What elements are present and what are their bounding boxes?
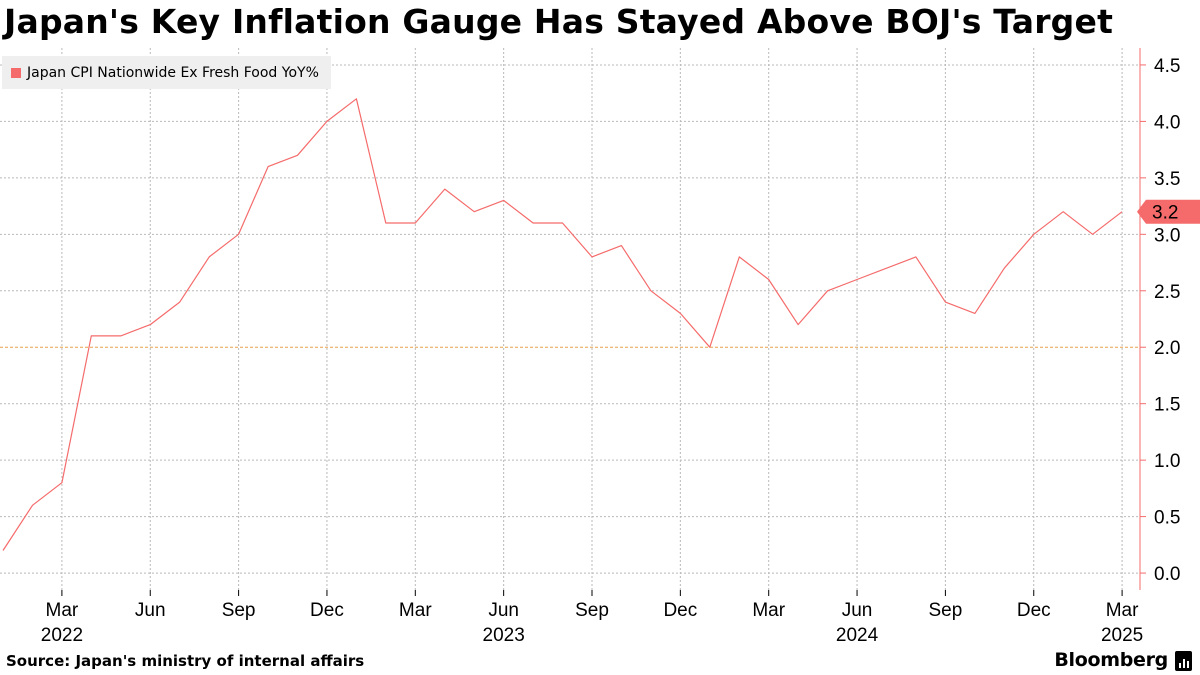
x-tick-label: Jun (842, 600, 873, 621)
last-value-tag (1137, 199, 1200, 224)
y-tick-label: 0.5 (1154, 508, 1180, 529)
data-point (914, 255, 917, 258)
data-point (1062, 210, 1065, 213)
series-line-cpi (2, 98, 1123, 551)
data-point (355, 97, 358, 100)
data-point (1121, 210, 1124, 213)
x-tick-label: Mar (399, 600, 432, 621)
bloomberg-logo: Bloomberg (1054, 649, 1168, 671)
y-tick-label: 4.0 (1154, 112, 1180, 133)
x-year-label: 2022 (41, 625, 83, 646)
data-point (561, 222, 564, 225)
legend-label: Japan CPI Nationwide Ex Fresh Food YoY% (27, 64, 319, 81)
data-point (826, 289, 829, 292)
y-tick-label: 3.5 (1154, 169, 1180, 190)
data-point (591, 255, 594, 258)
x-tick-label: Dec (663, 600, 697, 621)
data-point (325, 120, 328, 123)
data-point (60, 481, 63, 484)
y-tick-label: 2.5 (1154, 282, 1180, 303)
data-point (296, 154, 299, 157)
data-point (649, 289, 652, 292)
x-tick-label: Sep (222, 600, 256, 621)
x-tick-label: Jun (135, 600, 166, 621)
x-tick-label: Mar (46, 600, 79, 621)
x-year-label: 2024 (836, 625, 879, 646)
data-point (384, 222, 387, 225)
data-point (178, 301, 181, 304)
chart-title: Japan's Key Inflation Gauge Has Stayed A… (4, 2, 1114, 41)
x-tick-label: Mar (1106, 600, 1139, 621)
data-point (443, 188, 446, 191)
y-tick-label: 3.0 (1154, 225, 1180, 246)
x-year-label: 2025 (1101, 625, 1143, 646)
data-point (738, 255, 741, 258)
x-tick-label: Mar (752, 600, 785, 621)
x-tick-label: Dec (310, 600, 344, 621)
data-point (414, 222, 417, 225)
data-point (473, 210, 476, 213)
x-year-label: 2023 (483, 625, 525, 646)
y-tick-label: 1.5 (1154, 395, 1180, 416)
y-tick-label: 1.0 (1154, 451, 1180, 472)
x-tick-label: Sep (575, 600, 609, 621)
data-point (885, 267, 888, 270)
data-point (267, 165, 270, 168)
data-point (119, 334, 122, 337)
data-point (1003, 267, 1006, 270)
data-point (2, 549, 5, 552)
chart-legend: Japan CPI Nationwide Ex Fresh Food YoY% (2, 56, 331, 89)
x-tick-label: Sep (928, 600, 962, 621)
data-point (708, 346, 711, 349)
data-point (767, 278, 770, 281)
data-point (1091, 233, 1094, 236)
source-note: Source: Japan's ministry of internal aff… (6, 652, 365, 670)
data-point (90, 334, 93, 337)
data-point (679, 312, 682, 315)
data-point (973, 312, 976, 315)
x-tick-label: Dec (1017, 600, 1051, 621)
legend-swatch (11, 67, 21, 78)
data-point (208, 255, 211, 258)
data-point (31, 504, 34, 507)
data-point (237, 233, 240, 236)
data-point (532, 222, 535, 225)
data-point (944, 301, 947, 304)
data-point (149, 323, 152, 326)
data-point (620, 244, 623, 247)
y-tick-label: 4.5 (1154, 56, 1180, 77)
y-tick-label: 0.0 (1154, 564, 1180, 585)
y-tick-label: 2.0 (1154, 338, 1180, 359)
data-point (856, 278, 859, 281)
bar-chart-icon (1175, 651, 1192, 671)
data-point (797, 323, 800, 326)
data-point (502, 199, 505, 202)
last-value-label: 3.2 (1152, 203, 1178, 224)
x-tick-label: Jun (488, 600, 519, 621)
data-point (1032, 233, 1035, 236)
